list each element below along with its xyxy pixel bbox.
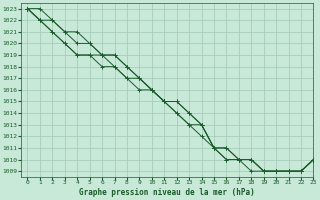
X-axis label: Graphe pression niveau de la mer (hPa): Graphe pression niveau de la mer (hPa)	[79, 188, 255, 197]
